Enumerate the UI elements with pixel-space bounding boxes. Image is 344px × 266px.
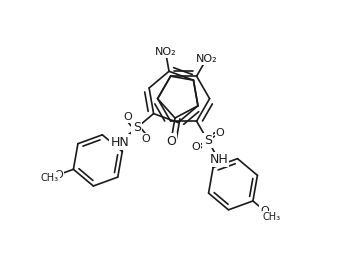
Text: HN: HN bbox=[110, 135, 129, 148]
Text: O: O bbox=[123, 112, 132, 122]
Text: O: O bbox=[260, 206, 269, 216]
Text: CH₃: CH₃ bbox=[41, 173, 59, 183]
Text: NO₂: NO₂ bbox=[155, 47, 176, 57]
Text: S: S bbox=[133, 121, 141, 134]
Text: O: O bbox=[191, 143, 200, 152]
Text: O: O bbox=[216, 128, 224, 138]
Text: O: O bbox=[166, 135, 176, 148]
Text: NH: NH bbox=[209, 153, 228, 166]
Text: O: O bbox=[54, 170, 63, 180]
Text: O: O bbox=[141, 134, 150, 144]
Text: S: S bbox=[204, 134, 212, 147]
Text: CH₃: CH₃ bbox=[263, 212, 281, 222]
Text: NO₂: NO₂ bbox=[195, 54, 217, 64]
